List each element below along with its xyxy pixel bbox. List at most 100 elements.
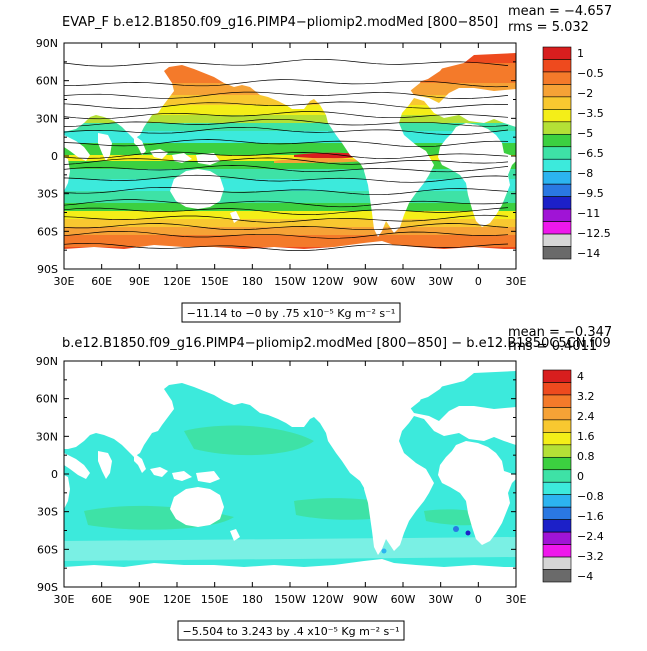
panel-bottom-rms: rms = 0.4011 <box>508 339 597 354</box>
colorbar-swatch <box>542 456 572 471</box>
lat-label: 90S <box>37 581 58 594</box>
field-band-wave <box>274 158 364 163</box>
colorbar-swatch <box>542 59 572 73</box>
lat-label: 60S <box>37 543 58 556</box>
contour-line <box>64 223 509 231</box>
contour-line <box>64 111 509 120</box>
lon-label: 90W <box>353 593 378 606</box>
colorbar-label: −0.8 <box>577 490 604 503</box>
colorbar-swatch <box>542 481 572 496</box>
panel-top-mean: mean = −4.657 <box>508 4 612 19</box>
colorbar-swatch <box>542 183 572 197</box>
colorbar-label: −1.6 <box>577 510 604 523</box>
colorbar-swatch <box>542 208 572 222</box>
contour-line <box>64 91 509 99</box>
colorbar-swatch <box>542 407 572 421</box>
panel-bottom-colorbar: 4 3.2 2.4 1.6 0.8 0 −0.8 −1.6 −2.4 −3.2 −4 <box>542 369 604 583</box>
field-band <box>64 123 516 132</box>
colorbar-swatch <box>542 519 572 533</box>
lon-label: 180 <box>242 593 263 606</box>
contour-line <box>64 199 509 208</box>
lon-label: 150W <box>274 275 306 288</box>
colorbar-label: 1 <box>577 47 584 60</box>
colorbar-swatch <box>542 469 572 483</box>
lat-label: 30N <box>36 112 58 125</box>
contour-line <box>64 151 509 159</box>
colorbar-swatch <box>542 158 572 173</box>
field-band <box>64 219 516 228</box>
lat-label: 60S <box>37 225 58 238</box>
panel-bottom-range-text: −5.504 to 3.243 by .4 x10⁻⁵ Kg m⁻² s⁻¹ <box>183 625 400 638</box>
field-band <box>64 155 516 162</box>
lon-label: 30E <box>54 275 75 288</box>
field-band <box>64 115 516 124</box>
colorbar-swatch <box>542 146 572 160</box>
colorbar-swatch <box>542 419 572 433</box>
colorbar-label: −6.5 <box>577 147 604 160</box>
lon-label: 30E <box>506 275 527 288</box>
panel-top-colorbar: 1 −0.5 −2 −3.5 −5 −6.5 −8 −9.5 −11 −12.5 −14 <box>542 46 611 260</box>
colorbar-swatch <box>542 96 572 110</box>
field-band <box>64 191 516 204</box>
lon-label: 150E <box>201 593 229 606</box>
colorbar-swatch <box>542 494 572 508</box>
panel-top-title: EVAP_F b.e12.B1850.f09_g16.PIMP4−pliomip… <box>62 15 498 30</box>
field-band <box>64 227 516 236</box>
panel-bottom-mean: mean = −0.347 <box>508 325 612 340</box>
colorbar-swatch <box>542 171 572 185</box>
contour-line <box>64 79 509 88</box>
lon-label: 120W <box>312 275 344 288</box>
contour-line <box>64 174 509 183</box>
colorbar-swatch <box>542 556 572 570</box>
colorbar-swatch <box>542 531 572 545</box>
lat-label: 90N <box>36 37 58 50</box>
colorbar-swatch <box>542 84 572 98</box>
colorbar-swatch <box>542 133 572 148</box>
colorbar-label: −5 <box>577 127 593 140</box>
colorbar-swatch <box>542 432 572 446</box>
contour-line <box>64 101 509 110</box>
lat-label: 0 <box>51 468 58 481</box>
panel-top: EVAP_F b.e12.B1850.f09_g16.PIMP4−pliomip… <box>36 4 612 323</box>
lon-label: 90W <box>353 275 378 288</box>
lat-label: 90N <box>36 355 58 368</box>
colorbar-swatch <box>542 121 572 135</box>
colorbar-swatch <box>542 369 572 383</box>
colorbar-label: 3.2 <box>577 390 595 403</box>
colorbar-swatch <box>542 246 572 260</box>
field-band <box>64 161 516 170</box>
lat-label: 30S <box>37 188 58 201</box>
field-anomaly <box>381 548 387 554</box>
colorbar-swatch <box>542 109 572 123</box>
colorbar-label: −3.5 <box>577 107 604 120</box>
colorbar-swatch <box>542 569 572 583</box>
lon-label: 30W <box>428 275 453 288</box>
colorbar-label: −8 <box>577 167 593 180</box>
lat-label: 0 <box>51 150 58 163</box>
panel-top-range-box <box>181 302 401 323</box>
lon-label: 120E <box>163 275 191 288</box>
colorbar-swatch <box>542 46 572 60</box>
colorbar-label: −3.2 <box>577 550 604 563</box>
colorbar-label: −0.5 <box>577 67 604 80</box>
field-southern-band <box>64 537 516 561</box>
field-band <box>64 235 516 248</box>
lon-label: 150W <box>274 593 306 606</box>
colorbar-swatch <box>542 233 572 247</box>
colorbar-label: 0.8 <box>577 450 595 463</box>
contour-line <box>64 58 509 67</box>
lat-label: 90S <box>37 263 58 276</box>
colorbar-label: −9.5 <box>577 187 604 200</box>
lon-label: 120W <box>312 593 344 606</box>
contour-line <box>64 126 509 135</box>
colorbar-label: −2.4 <box>577 530 604 543</box>
panel-bottom-map <box>64 361 516 587</box>
panel-top-rms: rms = 5.032 <box>508 20 589 35</box>
contour-line <box>64 230 509 239</box>
lon-label: 120E <box>163 593 191 606</box>
colorbar-label: 1.6 <box>577 430 595 443</box>
lon-label: 60W <box>391 275 416 288</box>
lon-label: 30W <box>428 593 453 606</box>
